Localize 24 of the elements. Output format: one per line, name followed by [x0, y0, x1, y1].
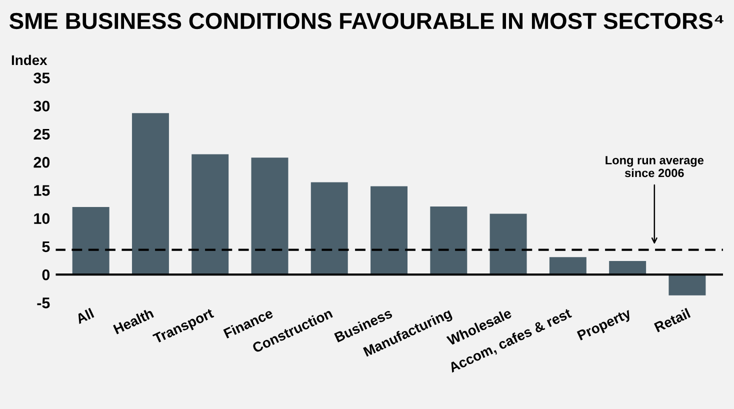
ref-line-label: Long run average since 2006: [606, 156, 704, 178]
bar: [370, 186, 408, 275]
bar: [310, 182, 348, 275]
bar: [549, 257, 586, 275]
y-tick-label: 15: [34, 185, 50, 196]
y-tick-label: 5: [42, 241, 50, 252]
bar: [490, 214, 527, 275]
bar: [430, 206, 468, 275]
y-tick-label: -5: [37, 298, 50, 308]
chart-title: SME BUSINESS CONDITIONS FAVOURABLE IN MOST SECTORS⁴: [9, 12, 724, 30]
x-tick-label: All: [75, 308, 94, 324]
bar: [192, 154, 229, 275]
bar: [132, 113, 169, 275]
y-tick-label: 35: [34, 72, 50, 84]
y-tick-label: 25: [34, 128, 50, 140]
y-tick-label: 20: [34, 156, 50, 168]
bar: [609, 261, 646, 275]
bar: [251, 158, 288, 275]
bar: [668, 274, 706, 296]
y-tick-label: 10: [34, 213, 50, 224]
bar: [72, 207, 110, 275]
y-tick-label: 30: [34, 100, 50, 112]
y-axis-title: Index: [12, 54, 48, 66]
y-tick-label: 0: [42, 269, 50, 280]
